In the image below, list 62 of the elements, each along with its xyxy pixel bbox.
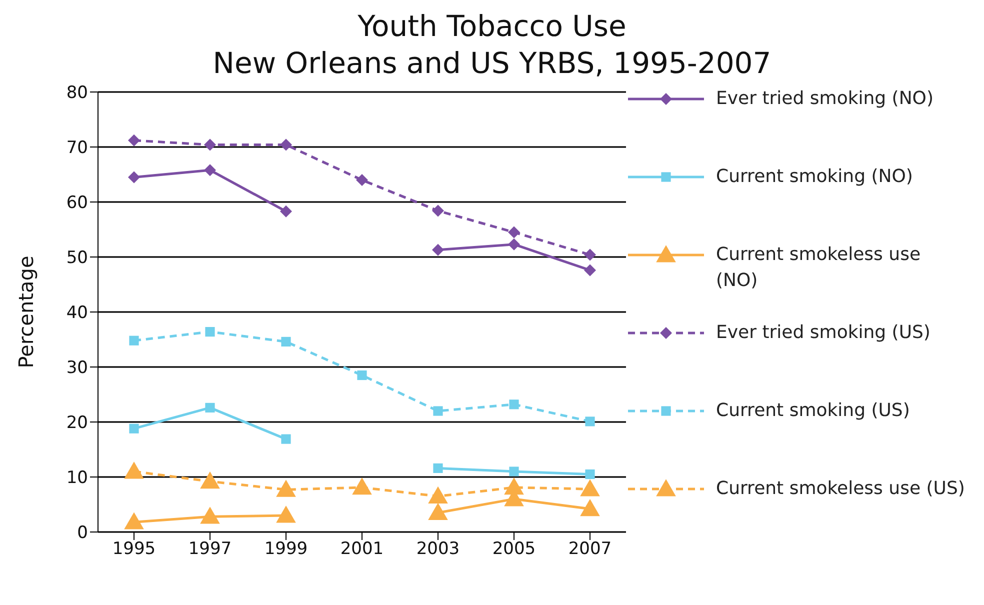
point	[584, 248, 596, 261]
chart-title: Youth Tobacco Use New Orleans and US YRBS, 1995-2007	[212, 8, 772, 82]
point	[356, 174, 368, 186]
y-tick-label: 10	[66, 468, 88, 488]
x-tick-label: 1997	[188, 539, 232, 560]
x-tick-label: 2005	[492, 539, 536, 560]
legend-label: Ever tried smoking (US)	[716, 321, 932, 345]
point	[200, 506, 220, 524]
point	[352, 478, 372, 495]
y-tick-label: 50	[66, 248, 88, 268]
point	[205, 402, 215, 412]
point	[585, 469, 595, 480]
point	[128, 171, 140, 184]
point	[428, 486, 448, 504]
y-tick-label: 40	[66, 303, 88, 324]
y-tick-label: 20	[66, 413, 88, 434]
legend-label: Current smoking (NO)	[716, 165, 914, 189]
legend-label: Current smokeless use (NO)	[716, 243, 922, 293]
point	[585, 416, 595, 426]
point	[580, 479, 600, 496]
point	[124, 512, 144, 530]
point	[200, 472, 220, 489]
point	[432, 204, 444, 217]
x-tick-label: 2001	[340, 539, 384, 560]
point	[357, 370, 367, 380]
y-tick-label: 70	[66, 138, 88, 158]
point	[433, 406, 443, 416]
x-tick-label: 2007	[568, 539, 612, 560]
point	[204, 164, 216, 176]
legend-label: Current smokeless use (US)	[716, 477, 966, 501]
point	[205, 327, 215, 337]
point	[509, 400, 519, 410]
point	[584, 264, 596, 276]
x-tick-label: 2003	[416, 539, 460, 560]
point	[428, 502, 448, 520]
point	[580, 499, 600, 516]
point	[204, 138, 216, 151]
point	[276, 506, 296, 523]
point	[509, 466, 519, 476]
point	[508, 226, 520, 238]
x-tick-label: 1999	[264, 539, 308, 560]
y-tick-label: 0	[77, 523, 88, 544]
y-tick-label: 80	[66, 83, 88, 104]
point	[433, 463, 443, 473]
point	[276, 480, 296, 497]
point	[508, 238, 520, 250]
point	[280, 205, 292, 218]
point	[129, 424, 139, 434]
legend-label: Ever tried smoking (NO)	[716, 87, 934, 111]
y-tick-label: 60	[66, 193, 88, 214]
point	[124, 462, 144, 479]
point	[281, 336, 291, 346]
point	[280, 138, 292, 151]
point	[128, 134, 140, 146]
point	[129, 336, 139, 346]
point	[432, 244, 444, 256]
point	[281, 434, 291, 444]
y-tick-label: 30	[66, 358, 88, 378]
legend-label: Current smoking (US)	[716, 399, 911, 423]
y-axis-title: Percentage	[14, 256, 38, 368]
x-tick-label: 1995	[112, 539, 156, 560]
point	[504, 478, 524, 495]
